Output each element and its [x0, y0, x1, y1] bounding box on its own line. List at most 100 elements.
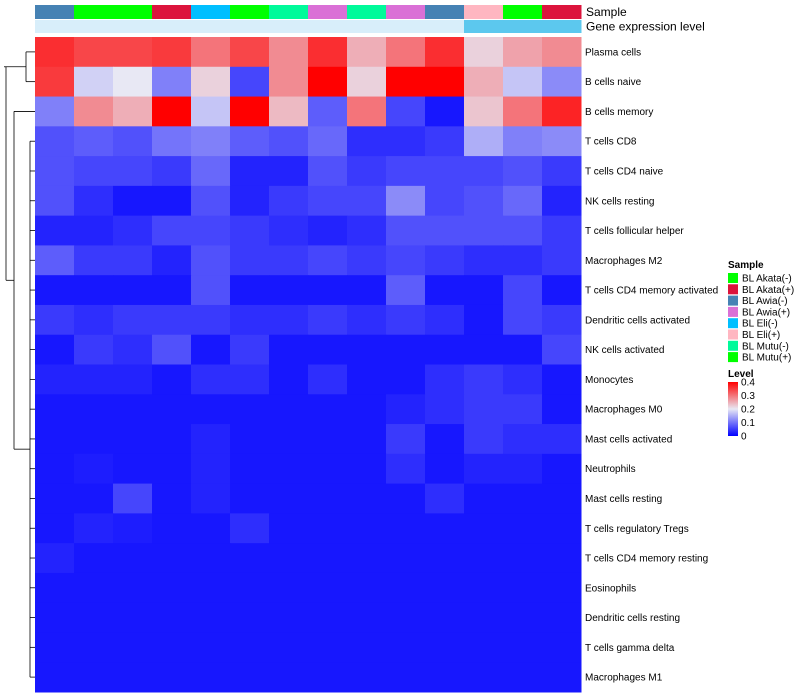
heatmap-cell — [191, 364, 231, 395]
heatmap-cell — [74, 275, 114, 306]
heatmap-cell — [113, 96, 153, 127]
heatmap-cell — [113, 37, 153, 68]
heatmap-cell — [269, 185, 309, 217]
heatmap-cell — [269, 96, 309, 127]
heatmap-cell — [113, 215, 153, 246]
annotation-cell — [35, 5, 75, 19]
heatmap-cell — [308, 275, 348, 306]
heatmap-cell — [74, 304, 114, 336]
heatmap-cell — [386, 96, 426, 127]
heatmap-cell — [542, 215, 582, 246]
heatmap-cell — [191, 185, 231, 217]
heatmap-cell — [386, 364, 426, 395]
heatmap-cell — [425, 424, 465, 455]
annotation-cell — [269, 20, 309, 33]
heatmap-cell — [113, 394, 153, 425]
legend-swatch — [728, 295, 738, 306]
heatmap-cell — [425, 66, 465, 98]
heatmap-cell — [425, 572, 465, 604]
heatmap-cell — [152, 632, 192, 663]
heatmap-cell — [308, 572, 348, 604]
heatmap-cell — [269, 304, 309, 336]
heatmap-cell — [542, 394, 582, 425]
heatmap-cell — [347, 156, 387, 187]
heatmap-cell — [503, 304, 543, 336]
heatmap-cell — [503, 245, 543, 276]
heatmap-cell — [152, 245, 192, 276]
row-label: NK cells resting — [585, 196, 654, 207]
heatmap-cell — [542, 424, 582, 455]
heatmap-cell — [152, 543, 192, 574]
heatmap-cell — [542, 632, 582, 663]
heatmap-cell — [347, 66, 387, 98]
annotation-cell — [269, 5, 309, 19]
legend-swatch — [728, 284, 738, 295]
row-label: T cells follicular helper — [585, 226, 684, 237]
heatmap-cell — [113, 662, 153, 693]
heatmap-cell — [503, 483, 543, 514]
heatmap-cell — [74, 126, 114, 157]
heatmap-cell — [308, 513, 348, 544]
annotation-cell — [464, 20, 504, 33]
heatmap-cell — [425, 453, 465, 485]
heatmap-cell — [230, 126, 270, 157]
heatmap-cell — [308, 156, 348, 187]
heatmap-cell — [347, 304, 387, 336]
legend-item-label: BL Awia(-) — [742, 296, 788, 307]
heatmap-cell — [308, 304, 348, 336]
legend-item-label: BL Eli(+) — [742, 330, 780, 341]
heatmap-cell — [74, 334, 114, 365]
heatmap-cell — [230, 215, 270, 246]
heatmap-cell — [464, 513, 504, 544]
heatmap-cell — [191, 66, 231, 98]
heatmap-cell — [35, 66, 75, 98]
heatmap-cell — [230, 304, 270, 336]
heatmap-cell — [308, 662, 348, 693]
heatmap-cell — [425, 364, 465, 395]
heatmap-cell — [503, 632, 543, 663]
heatmap-cell — [269, 543, 309, 574]
heatmap-cell — [347, 424, 387, 455]
row-dendrogram — [4, 51, 35, 678]
heatmap-cell — [191, 632, 231, 663]
heatmap-cell — [386, 572, 426, 604]
heatmap-cell — [308, 364, 348, 395]
heatmap-cell — [152, 572, 192, 604]
heatmap-cell — [386, 602, 426, 633]
heatmap-cell — [425, 662, 465, 693]
heatmap-cell — [425, 513, 465, 544]
heatmap-cell — [191, 304, 231, 336]
heatmap-cell — [113, 453, 153, 485]
heatmap-cell — [308, 96, 348, 127]
heatmap-cell — [347, 126, 387, 157]
heatmap-cell — [113, 513, 153, 544]
heatmap-cell — [464, 394, 504, 425]
heatmap-cell — [503, 156, 543, 187]
heatmap-cell — [464, 483, 504, 514]
heatmap-cell — [347, 334, 387, 365]
heatmap-cell — [542, 275, 582, 306]
heatmap-cell — [464, 632, 504, 663]
heatmap-cell — [347, 37, 387, 68]
level-colorbar — [728, 382, 738, 436]
annotation-cell — [230, 20, 270, 33]
heatmap-cell — [347, 275, 387, 306]
heatmap-cell — [230, 602, 270, 633]
heatmap-cell — [152, 156, 192, 187]
heatmap-cell — [152, 185, 192, 217]
heatmap-cell — [35, 275, 75, 306]
heatmap-cell — [230, 453, 270, 485]
row-label: Macrophages M0 — [585, 405, 663, 416]
heatmap-cell — [74, 156, 114, 187]
heatmap-cell — [113, 185, 153, 217]
heatmap-cell — [347, 572, 387, 604]
heatmap-cell — [308, 245, 348, 276]
annotation-cell — [74, 5, 114, 19]
legend-item-label: BL Eli(-) — [742, 319, 778, 330]
heatmap-cell — [191, 275, 231, 306]
heatmap-cell — [230, 394, 270, 425]
heatmap-cell — [269, 126, 309, 157]
annotation-cell — [230, 5, 270, 19]
heatmap-cell — [230, 424, 270, 455]
heatmap-cell — [503, 334, 543, 365]
